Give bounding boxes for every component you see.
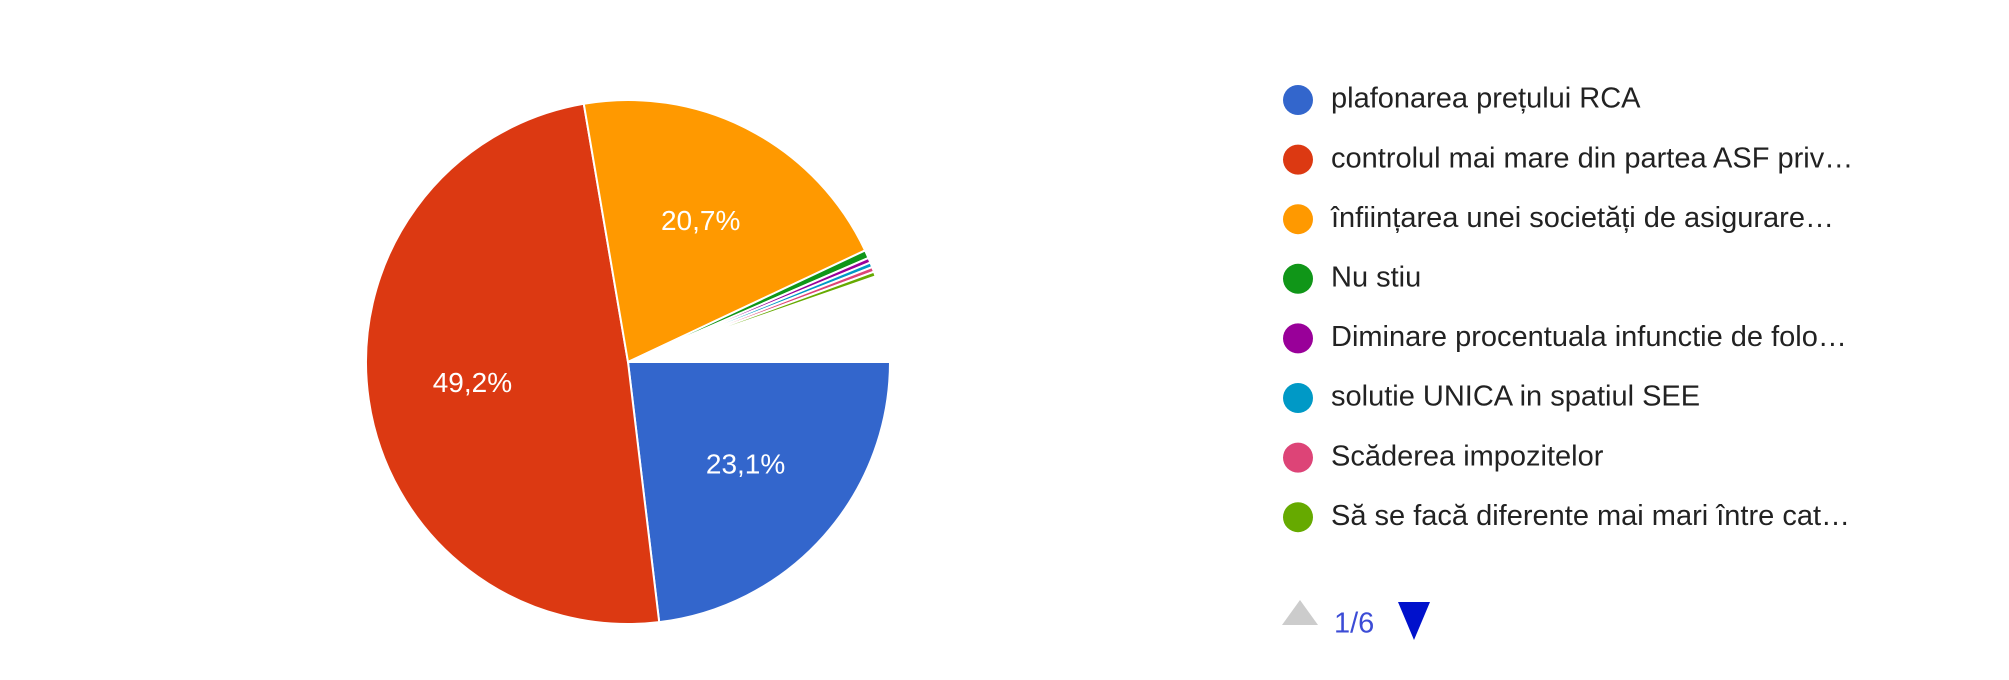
legend-swatch [1283,85,1313,115]
pie-slice [627,270,877,363]
pagination: 1/6 [1334,608,1374,640]
slice-label: 49,2% [433,367,512,398]
legend-swatch [1283,263,1313,294]
slice-label: 23,1% [706,449,785,480]
legend-label: Scăderea impozitelor [1331,440,1604,472]
legend-swatch [1283,204,1313,235]
pie-slice [626,361,892,624]
slice-label: 20,7% [661,205,740,236]
legend-label: Să se facă diferente mai mari între cat… [1331,500,1850,532]
legend-swatch [1283,442,1313,473]
legend-label: Nu stiu [1331,261,1421,293]
legend-label: plafonarea prețului RCA [1331,83,1641,115]
legend-swatch [1283,323,1313,354]
legend-swatch [1283,383,1313,413]
page-down-arrow[interactable] [1398,602,1430,640]
pie-slice [582,99,867,364]
legend-swatch [1283,144,1313,175]
pie-slice [365,102,661,625]
legend-label: solutie UNICA in spatiul SEE [1331,381,1700,413]
legend-label: înființarea unei societăți de asigurare… [1330,202,1834,234]
legend-label: Diminare procentuala infunctie de folo… [1331,321,1847,353]
legend-swatch [1283,502,1313,533]
page-up-arrow[interactable] [1282,600,1318,625]
legend-label: controlul mai mare din partea ASF priv… [1331,142,1853,174]
